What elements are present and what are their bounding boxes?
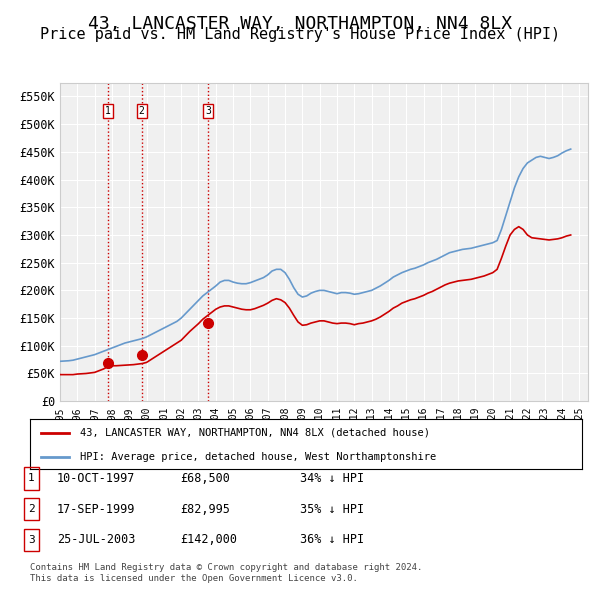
- Text: 2: 2: [139, 106, 145, 116]
- Text: 10-OCT-1997: 10-OCT-1997: [57, 472, 136, 485]
- Text: Price paid vs. HM Land Registry's House Price Index (HPI): Price paid vs. HM Land Registry's House …: [40, 27, 560, 41]
- Text: Contains HM Land Registry data © Crown copyright and database right 2024.
This d: Contains HM Land Registry data © Crown c…: [30, 563, 422, 583]
- Text: 43, LANCASTER WAY, NORTHAMPTON, NN4 8LX (detached house): 43, LANCASTER WAY, NORTHAMPTON, NN4 8LX …: [80, 428, 430, 438]
- Text: 2: 2: [28, 504, 35, 514]
- Text: 17-SEP-1999: 17-SEP-1999: [57, 503, 136, 516]
- Text: 3: 3: [28, 535, 35, 545]
- Text: 1: 1: [28, 474, 35, 483]
- Text: HPI: Average price, detached house, West Northamptonshire: HPI: Average price, detached house, West…: [80, 451, 436, 461]
- Text: £68,500: £68,500: [180, 472, 230, 485]
- Text: 35% ↓ HPI: 35% ↓ HPI: [300, 503, 364, 516]
- Text: 1: 1: [105, 106, 111, 116]
- Text: £82,995: £82,995: [180, 503, 230, 516]
- Text: 25-JUL-2003: 25-JUL-2003: [57, 533, 136, 546]
- Text: 34% ↓ HPI: 34% ↓ HPI: [300, 472, 364, 485]
- Text: 3: 3: [205, 106, 211, 116]
- Text: 43, LANCASTER WAY, NORTHAMPTON, NN4 8LX: 43, LANCASTER WAY, NORTHAMPTON, NN4 8LX: [88, 15, 512, 33]
- Text: 36% ↓ HPI: 36% ↓ HPI: [300, 533, 364, 546]
- Text: £142,000: £142,000: [180, 533, 237, 546]
